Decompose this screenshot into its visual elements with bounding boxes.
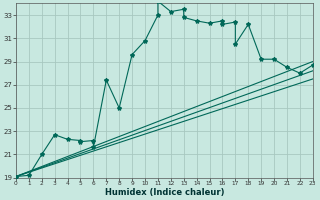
X-axis label: Humidex (Indice chaleur): Humidex (Indice chaleur) — [105, 188, 224, 197]
